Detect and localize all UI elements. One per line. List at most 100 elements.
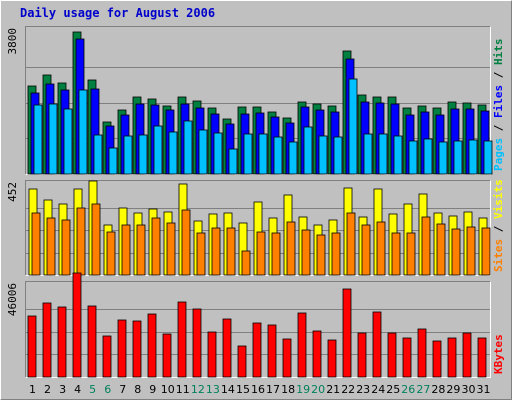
x-tick-label-day-14: 14 [221,383,235,396]
plot-bevel-light [25,281,491,378]
bar-kbytes-day-6 [102,335,112,378]
bar-pages-day-2 [48,103,58,175]
panel-hits-files-pages: 3800 Pages / Files / Hits [6,26,505,175]
bar-pages-day-10 [168,131,178,175]
x-tick-label-day-16: 16 [251,383,265,396]
y-tick-label: 46006 [6,283,19,316]
x-tick-label-day-13: 13 [206,383,220,396]
chart-title: Daily usage for August 2006 [20,6,215,20]
bar-kbytes-day-1 [27,315,37,378]
x-tick-label-day-30: 30 [462,383,476,396]
bar-sites-day-6 [106,231,116,276]
plot-bevel-dark [25,281,491,378]
bar-kbytes-day-21 [327,339,337,378]
bar-sites-day-23 [361,224,371,276]
chart-panels: 3800 Pages / Files / Hits 452 Sites / Visit… [6,26,505,378]
bar-kbytes-day-9 [147,313,157,378]
bar-kbytes-day-3 [57,306,67,378]
bar-sites-day-3 [61,219,71,276]
bar-sites-day-12 [196,232,206,276]
x-tick-label-day-18: 18 [281,383,295,396]
bar-kbytes-day-15 [237,345,247,378]
bar-pages-day-24 [378,133,388,175]
side-label-part: / [492,65,505,85]
x-tick-label-day-20: 20 [311,383,325,396]
bar-kbytes-day-16 [252,322,262,378]
bar-pages-day-13 [213,132,223,175]
plot-bevel-dark [25,26,491,175]
bar-pages-day-1 [33,104,43,175]
bar-sites-day-31 [481,227,491,276]
bar-sites-day-2 [46,217,56,276]
panel-side-label: Pages / Files / Hits [492,39,505,172]
bar-pages-day-30 [468,139,478,175]
x-tick-label-day-17: 17 [266,383,280,396]
bar-kbytes-day-18 [282,338,292,378]
x-tick-label-day-24: 24 [371,383,385,396]
bar-pages-day-14 [228,148,238,175]
bar-sites-day-25 [391,232,401,276]
bar-sites-day-29 [451,228,461,276]
bar-kbytes-day-8 [132,320,142,378]
x-tick-label-day-29: 29 [446,383,460,396]
bar-kbytes-day-28 [432,340,442,378]
x-tick-label-day-7: 7 [119,383,126,396]
bar-sites-day-1 [31,212,41,276]
bar-pages-day-4 [78,89,88,175]
side-label-part: / [492,219,505,239]
x-tick-label-day-11: 11 [176,383,190,396]
side-label-part: Visits [492,179,505,219]
bar-sites-day-21 [331,232,341,276]
y-tick-label: 452 [6,182,19,202]
bar-kbytes-day-29 [447,337,457,378]
panel-side-label: Sites / Visits [492,179,505,272]
bar-sites-day-5 [91,203,101,276]
bar-kbytes-day-2 [42,302,52,378]
bar-sites-day-26 [406,232,416,276]
bar-pages-day-23 [363,133,373,175]
bar-kbytes-day-10 [162,333,172,378]
side-label-part: Files [492,85,505,118]
bar-pages-day-22 [348,78,358,175]
bar-pages-day-8 [138,134,148,175]
bar-sites-day-27 [421,216,431,276]
bar-sites-day-30 [466,226,476,276]
side-label-part: Hits [492,39,505,66]
bar-kbytes-day-31 [477,337,487,378]
x-tick-label-day-9: 9 [149,383,156,396]
x-tick-label-day-22: 22 [341,383,355,396]
bar-kbytes-day-14 [222,318,232,378]
bar-sites-day-8 [136,224,146,276]
x-tick-label-day-8: 8 [134,383,141,396]
plot-bevel-dark [25,180,491,276]
bar-pages-day-16 [258,133,268,175]
x-tick-label-day-27: 27 [416,383,430,396]
panel-side-label: KBytes [492,334,505,374]
x-tick-label-day-12: 12 [191,383,205,396]
bar-pages-day-3 [63,108,73,175]
x-tick-label-day-4: 4 [74,383,81,396]
bar-kbytes-day-30 [462,332,472,378]
bar-sites-day-11 [181,209,191,276]
bar-kbytes-day-20 [312,330,322,378]
bar-sites-day-18 [286,221,296,276]
bar-kbytes-day-25 [387,332,397,378]
bar-pages-day-11 [183,120,193,175]
bar-sites-day-16 [256,231,266,276]
bar-pages-day-19 [303,126,313,175]
bar-pages-day-28 [438,141,448,175]
bar-kbytes-day-23 [357,332,367,378]
x-tick-label-day-23: 23 [356,383,370,396]
side-label-part: KBytes [492,334,505,374]
bar-sites-day-7 [121,224,131,276]
panel-visits-sites: 452 Sites / Visits [6,179,505,276]
x-axis-day-labels: 1 2 3 4 5 6 7 8 9 10 11 12 13 14 15 16 17 18 19 20 21 22 23 24 2… [29,383,491,396]
bar-kbytes-day-22 [342,288,352,378]
bar-pages-day-6 [108,147,118,175]
bar-sites-day-19 [301,229,311,276]
bar-pages-day-21 [333,136,343,175]
bar-pages-day-5 [93,134,103,175]
side-label-part: / [492,118,505,138]
